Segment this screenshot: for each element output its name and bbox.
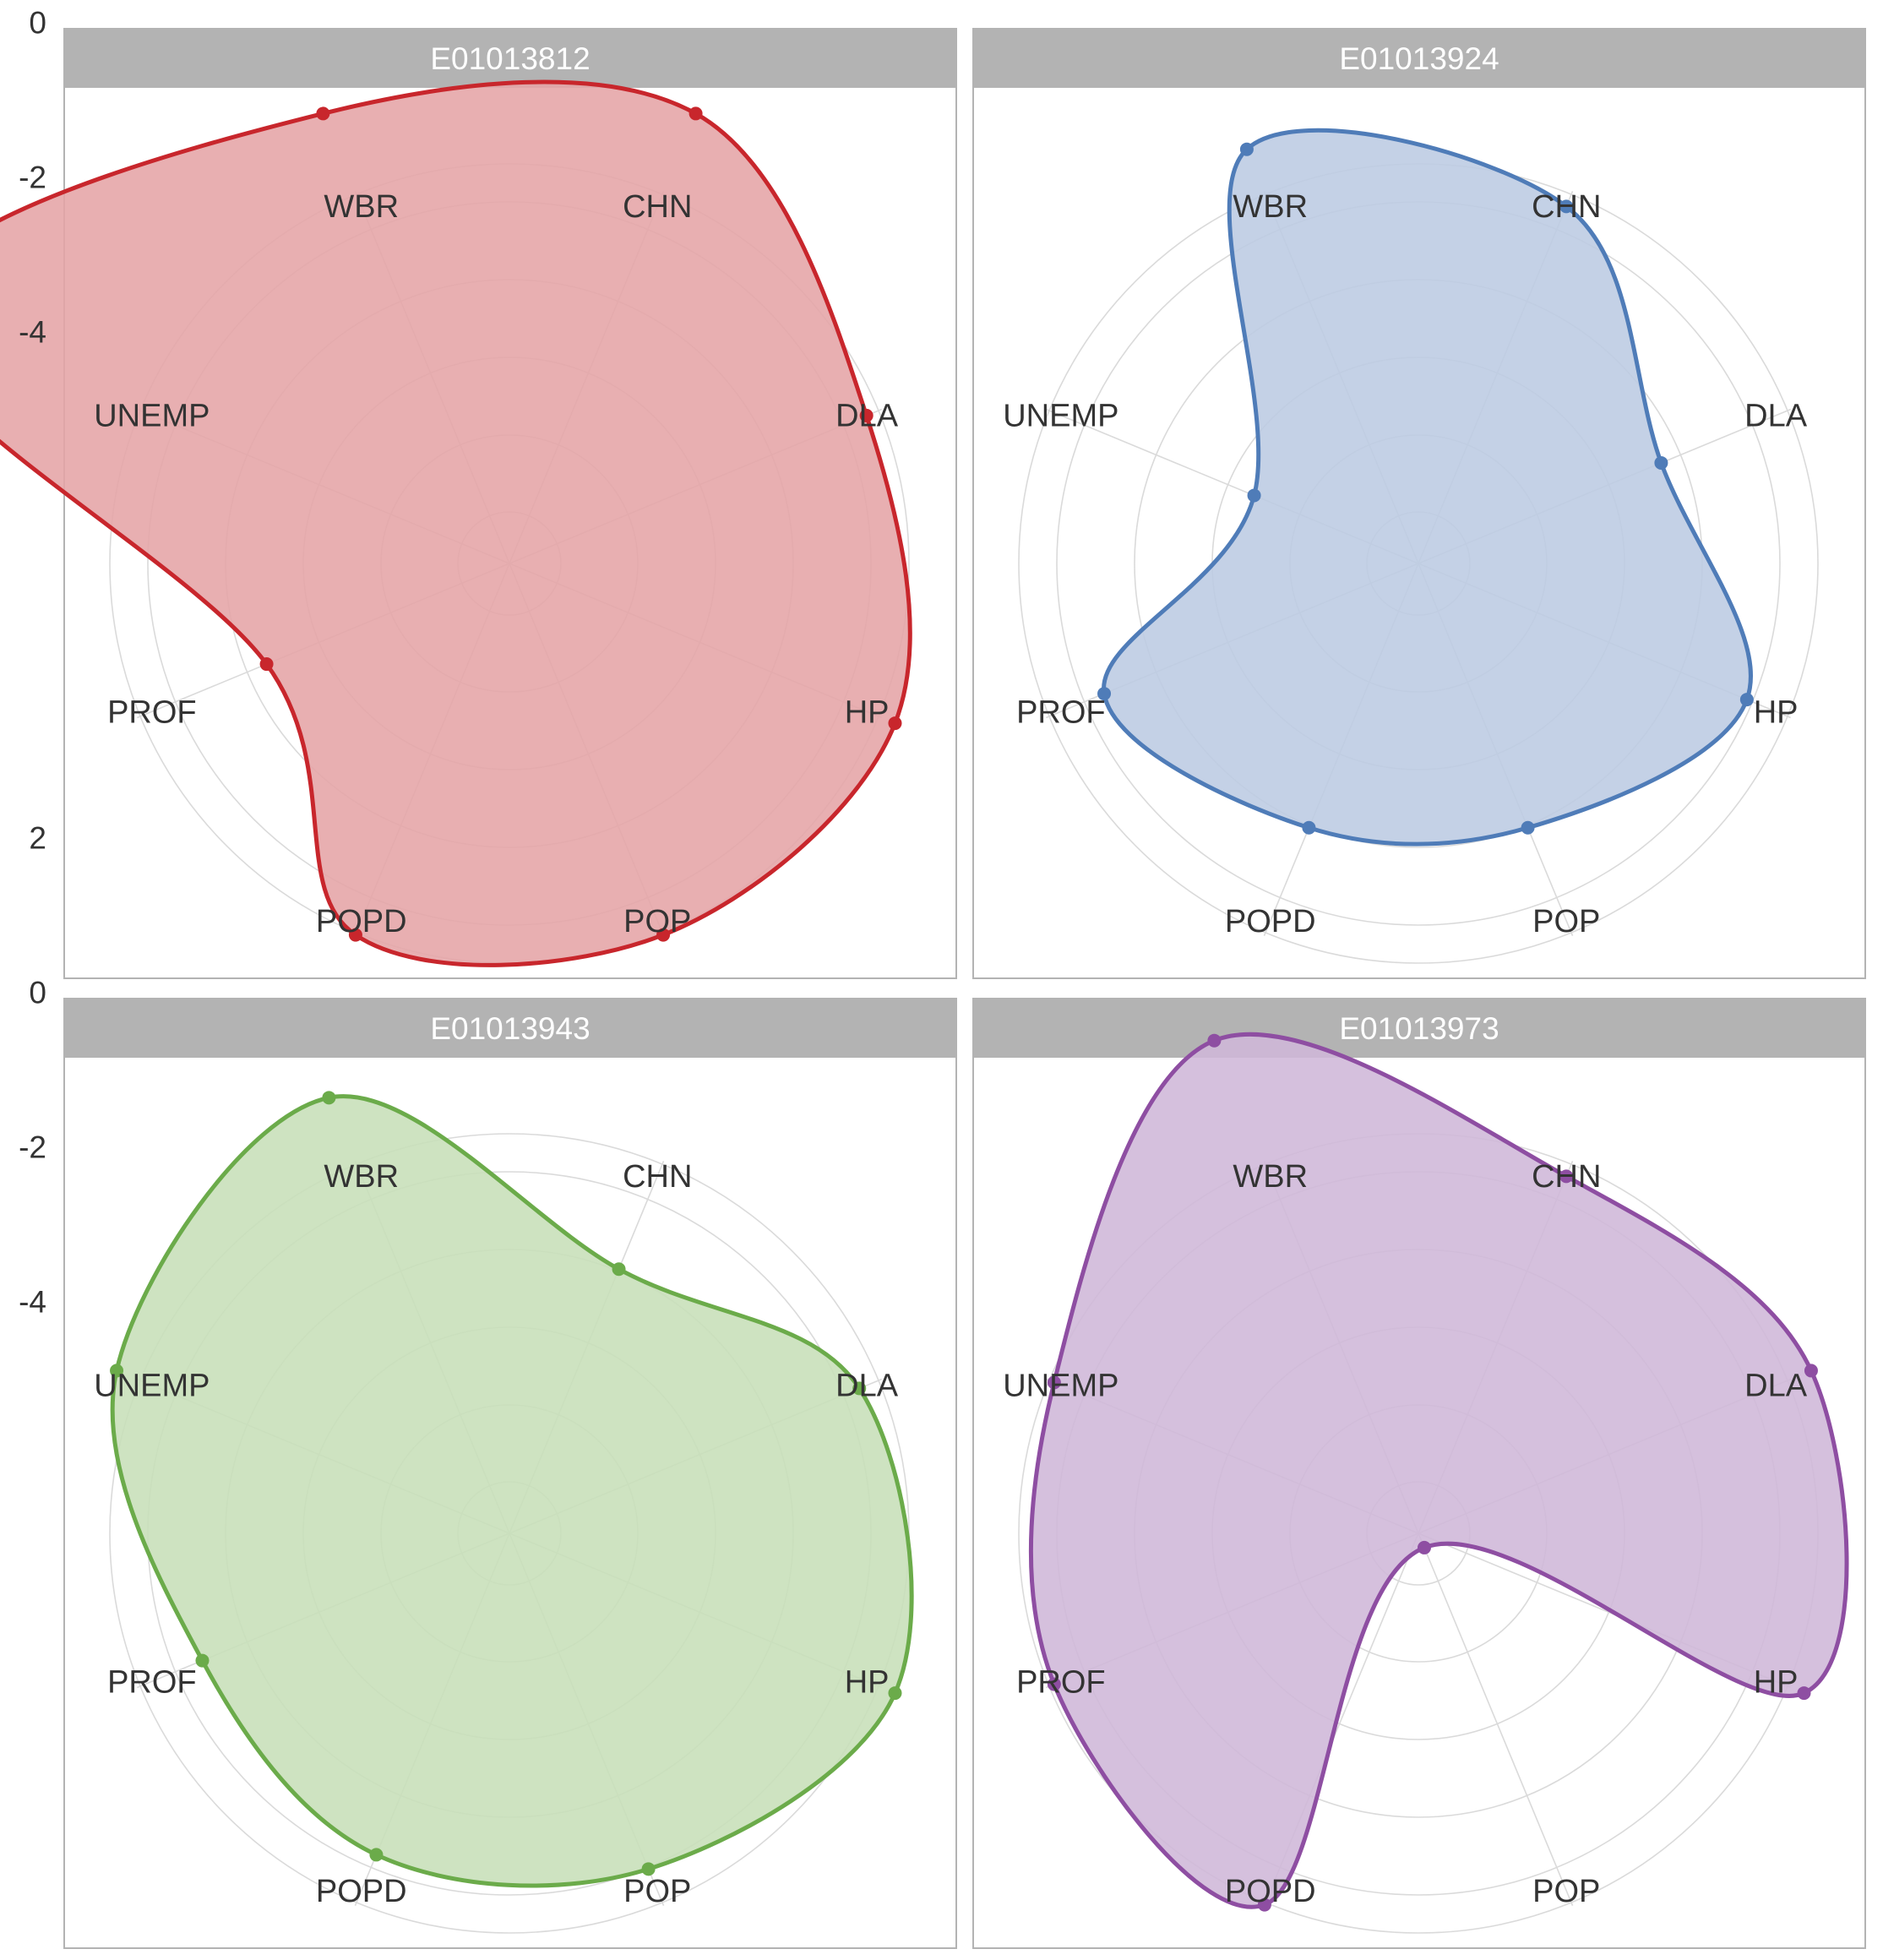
radial-tick-label: 0 bbox=[29, 976, 46, 1010]
axis-label-unemp: UNEMP bbox=[94, 1369, 210, 1404]
data-point-prof bbox=[1047, 1677, 1061, 1691]
panel-title: E01013812 bbox=[430, 41, 590, 76]
series-area bbox=[1102, 128, 1753, 847]
data-point-pop bbox=[1418, 1540, 1432, 1554]
axis-label-pop: POP bbox=[1532, 1874, 1600, 1909]
data-point-hp bbox=[888, 1686, 902, 1701]
panel-strip bbox=[64, 999, 956, 1058]
data-point-dla bbox=[1654, 455, 1668, 470]
data-point-dla bbox=[852, 1381, 867, 1396]
axis-label-wbr: WBR bbox=[324, 189, 399, 225]
data-point-popd bbox=[1302, 820, 1316, 835]
panel-title: E01013943 bbox=[430, 1011, 590, 1046]
data-point-unemp bbox=[1047, 1375, 1061, 1390]
radial-tick-label: -2 bbox=[19, 161, 46, 195]
panel-strip bbox=[973, 29, 1865, 88]
data-point-wbr bbox=[1207, 1033, 1222, 1048]
data-point-popd bbox=[348, 928, 362, 942]
data-point-popd bbox=[369, 1848, 384, 1862]
axis-label-pop: POP bbox=[623, 1874, 691, 1909]
axis-label-dla: DLA bbox=[1744, 399, 1808, 434]
axis-label-unemp: UNEMP bbox=[1003, 399, 1118, 434]
axis-label-prof: PROF bbox=[107, 694, 197, 730]
axis-label-dla: DLA bbox=[1744, 1369, 1808, 1404]
axis-label-chn: CHN bbox=[1532, 1159, 1601, 1195]
data-point-chn bbox=[1559, 199, 1574, 214]
series-area bbox=[1028, 1032, 1849, 1909]
axis-label-prof: PROF bbox=[1016, 694, 1106, 730]
data-point-prof bbox=[259, 657, 274, 672]
data-point-chn bbox=[1559, 1169, 1574, 1184]
axis-label-wbr: WBR bbox=[324, 1159, 399, 1195]
data-point-dla bbox=[1804, 1364, 1818, 1378]
series-area bbox=[0, 79, 912, 967]
panel-e01013812: E01013812 CHN DLA HP POP POPD PROF UNEMP WBR 2 0 -2… bbox=[0, 6, 957, 979]
axis-label-pop: POP bbox=[623, 904, 691, 939]
data-point-unemp bbox=[1247, 488, 1261, 503]
data-point-pop bbox=[641, 1862, 656, 1876]
axis-label-wbr: WBR bbox=[1233, 1159, 1308, 1195]
data-point-prof bbox=[1097, 687, 1112, 701]
axis-label-popd: POPD bbox=[1225, 904, 1316, 939]
axis-label-popd: POPD bbox=[316, 904, 407, 939]
data-point-wbr bbox=[316, 106, 330, 121]
series-area bbox=[110, 1094, 914, 1888]
radial-tick-label: 2 bbox=[29, 821, 46, 856]
data-point-dla bbox=[859, 408, 873, 422]
data-point-wbr bbox=[322, 1091, 336, 1105]
grid-spoke bbox=[1418, 1533, 1574, 1906]
data-point-chn bbox=[612, 1262, 626, 1277]
panel-strip bbox=[64, 29, 956, 88]
axis-label-pop: POP bbox=[1532, 904, 1600, 939]
radial-tick-label: 0 bbox=[29, 6, 46, 41]
data-point-popd bbox=[1257, 1897, 1271, 1912]
axis-label-unemp: UNEMP bbox=[94, 399, 210, 434]
data-point-hp bbox=[1797, 1686, 1811, 1701]
data-point-hp bbox=[888, 716, 902, 731]
panel-strip bbox=[973, 999, 1865, 1058]
axis-label-hp: HP bbox=[1754, 694, 1799, 730]
axis-label-unemp: UNEMP bbox=[1003, 1369, 1118, 1404]
radial-tick-label: -2 bbox=[19, 1130, 46, 1165]
panel-title: E01013973 bbox=[1339, 1011, 1499, 1046]
radial-tick-label: -4 bbox=[19, 1285, 46, 1320]
axis-label-chn: CHN bbox=[623, 189, 692, 225]
radial-tick-label: -4 bbox=[19, 315, 46, 350]
panel-e01013973: E01013973 CHN DLA HP POP POPD PROF UNEMP WBR bbox=[972, 998, 1866, 1949]
data-point-wbr bbox=[1239, 142, 1254, 156]
axis-label-hp: HP bbox=[845, 1664, 890, 1700]
axis-label-popd: POPD bbox=[316, 1874, 407, 1909]
axis-label-wbr: WBR bbox=[1233, 189, 1308, 225]
axis-label-dla: DLA bbox=[835, 399, 899, 434]
data-point-chn bbox=[688, 106, 703, 121]
axis-label-chn: CHN bbox=[1532, 189, 1601, 225]
axis-label-chn: CHN bbox=[623, 1159, 692, 1195]
axis-label-dla: DLA bbox=[835, 1369, 899, 1404]
axis-label-hp: HP bbox=[845, 694, 890, 730]
data-point-unemp bbox=[110, 1364, 124, 1378]
panel-e01013943: E01013943 CHN DLA HP POP POPD PROF UNEMP WBR 2 0 -2… bbox=[19, 821, 957, 1949]
data-point-hp bbox=[1739, 693, 1754, 707]
data-point-pop bbox=[1521, 820, 1535, 835]
panel-title: E01013924 bbox=[1339, 41, 1499, 76]
axis-label-prof: PROF bbox=[107, 1664, 197, 1700]
panel-e01013924: E01013924 CHN DLA HP POP POPD PROF UNEMP WBR bbox=[972, 28, 1866, 979]
axis-label-hp: HP bbox=[1754, 1664, 1799, 1700]
data-point-pop bbox=[656, 928, 671, 942]
data-point-prof bbox=[195, 1653, 210, 1668]
axis-label-prof: PROF bbox=[1016, 1664, 1106, 1700]
axis-label-popd: POPD bbox=[1225, 1874, 1316, 1909]
